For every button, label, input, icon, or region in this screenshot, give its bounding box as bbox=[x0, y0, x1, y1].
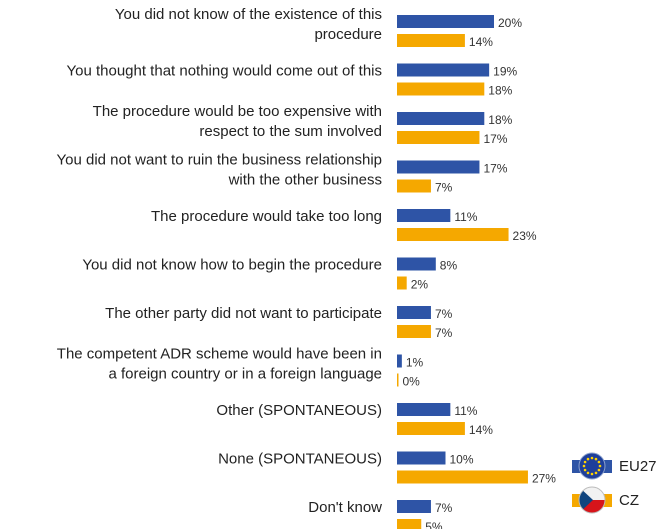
bars bbox=[397, 15, 528, 529]
value-label: 11% bbox=[454, 210, 477, 224]
category-label: You did not know of the existence of thi… bbox=[115, 6, 382, 43]
legend: EU27 CZ bbox=[572, 452, 657, 514]
category-label: The other party did not want to particip… bbox=[105, 305, 382, 322]
value-label: 18% bbox=[488, 113, 512, 127]
value-label: 10% bbox=[450, 453, 474, 467]
bar-eu27 bbox=[397, 257, 436, 271]
legend-item-eu27: EU27 bbox=[572, 452, 657, 480]
value-label: 7% bbox=[435, 181, 453, 195]
bar-eu27 bbox=[397, 160, 480, 174]
bar-cz bbox=[397, 131, 480, 144]
bar-eu27 bbox=[397, 500, 431, 513]
bar-cz bbox=[397, 276, 407, 290]
category-label: You thought that nothing would come out … bbox=[66, 63, 382, 80]
eu-flag-icon bbox=[578, 452, 606, 480]
bar-cz bbox=[397, 373, 399, 387]
bar-cz bbox=[397, 470, 528, 484]
value-label: 7% bbox=[435, 501, 453, 515]
category-label: Don't know bbox=[308, 499, 382, 516]
category-labels: You did not know of the existence of thi… bbox=[57, 6, 383, 516]
value-label: 19% bbox=[493, 65, 517, 79]
value-label: 5% bbox=[425, 520, 443, 529]
value-label: 17% bbox=[483, 132, 507, 146]
bar-eu27 bbox=[397, 306, 431, 319]
bar-cz bbox=[397, 34, 465, 47]
value-label: 27% bbox=[532, 472, 556, 486]
category-label: The procedure would be too expensive wit… bbox=[93, 103, 382, 140]
bar-eu27 bbox=[397, 15, 494, 28]
bar-eu27 bbox=[397, 63, 490, 77]
value-label: 23% bbox=[513, 229, 537, 243]
legend-label: CZ bbox=[619, 492, 639, 509]
bar-eu27 bbox=[397, 403, 451, 416]
category-label: You did not know how to begin the proced… bbox=[82, 257, 382, 274]
category-label: None (SPONTANEOUS) bbox=[218, 451, 382, 468]
value-label: 7% bbox=[435, 326, 453, 340]
value-label: 20% bbox=[498, 16, 522, 30]
value-label: 8% bbox=[440, 259, 458, 273]
value-label: 2% bbox=[411, 278, 429, 292]
value-label: 14% bbox=[469, 35, 493, 49]
bar-cz bbox=[397, 82, 485, 96]
value-label: 11% bbox=[454, 404, 477, 418]
legend-item-cz: CZ bbox=[572, 486, 639, 514]
bar-eu27 bbox=[397, 354, 402, 368]
value-label: 14% bbox=[469, 423, 493, 437]
category-label: The procedure would take too long bbox=[151, 208, 382, 225]
value-label: 0% bbox=[403, 375, 421, 389]
bar-cz bbox=[397, 228, 509, 241]
bar-cz bbox=[397, 179, 431, 193]
category-label: Other (SPONTANEOUS) bbox=[216, 402, 382, 419]
value-label: 1% bbox=[406, 356, 424, 370]
bar-cz bbox=[397, 422, 465, 435]
bar-eu27 bbox=[397, 451, 446, 465]
category-label: You did not want to ruin the business re… bbox=[57, 152, 383, 189]
category-label: The competent ADR scheme would have been… bbox=[57, 346, 382, 383]
czech-flag-icon bbox=[578, 486, 606, 514]
bar-cz bbox=[397, 325, 431, 338]
bar-eu27 bbox=[397, 209, 451, 222]
bar-cz bbox=[397, 519, 422, 529]
value-label: 7% bbox=[435, 307, 453, 321]
bar-eu27 bbox=[397, 112, 485, 125]
value-label: 17% bbox=[483, 162, 507, 176]
legend-label: EU27 bbox=[619, 458, 657, 475]
value-label: 18% bbox=[488, 84, 512, 98]
value-labels: 20% 14% 19% 18% 18% 17% 17% 7% 11% 23% 8% 2% 7% 7% 1% 0… bbox=[403, 16, 557, 529]
